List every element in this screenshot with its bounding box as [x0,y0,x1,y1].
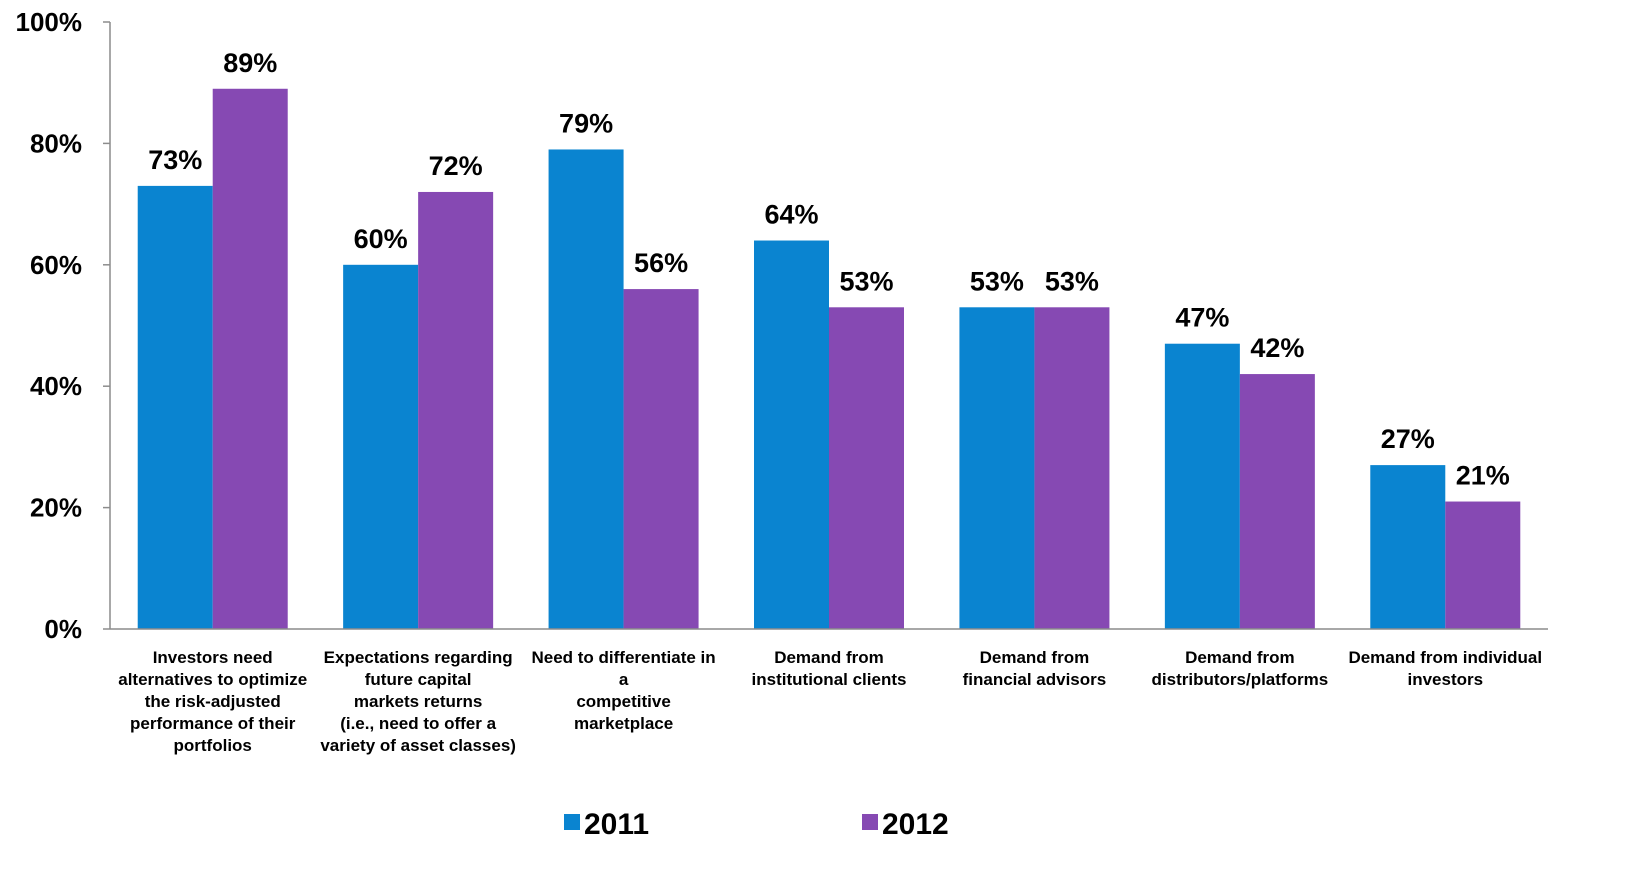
data-label-2012: 89% [223,48,277,78]
x-category-label: Investors need alternatives to optimize th… [118,648,307,755]
bar-2012 [418,191,494,629]
data-label-2011: 79% [559,108,613,138]
x-category-label: Demand from institutional clients [752,648,907,689]
x-category-label: Demand from individual investors [1348,648,1542,689]
legend-label-2011: 2011 [584,808,649,841]
bar-group [137,88,1521,629]
bar-2012 [1239,374,1315,629]
bar-2011 [754,240,829,629]
y-tick-label: 80% [30,128,82,158]
data-label-2011: 73% [148,145,202,175]
data-label-2012: 42% [1250,333,1304,363]
data-label-2011: 53% [970,266,1024,296]
data-label-2011: 64% [764,200,818,230]
data-label-2012: 72% [429,151,483,181]
x-category-label: Demand from distributors/platforms [1152,648,1329,689]
data-label-2012: 56% [634,248,688,278]
x-category-label: Demand from financial advisors [963,648,1107,689]
x-category-label: Expectations regarding future capital mark… [320,648,516,755]
y-tick-label: 100% [16,7,83,37]
bar-2012 [623,289,699,629]
legend-label-2012: 2012 [882,808,949,841]
bar-2012 [1034,307,1110,629]
bar-2011 [1164,343,1240,629]
bar-2011 [1370,465,1446,629]
y-tick-label: 60% [30,250,82,280]
bar-2012 [1445,501,1521,629]
data-labels: 73% 89% 60% 72% 79% 56% 64% 53% 53% 53% 47% 42% 27% 2… [148,48,1510,491]
x-axis-categories: Investors need alternatives to optimize th… [118,648,1542,755]
data-label-2011: 60% [354,224,408,254]
y-tick-label: 40% [30,371,82,401]
bar-2012 [829,307,904,629]
bar-2011 [959,307,1035,629]
bar-2011 [548,149,624,629]
legend: 2011 2012 [564,808,949,841]
legend-swatch-2011 [564,814,580,830]
y-tick-label: 20% [30,493,82,523]
y-axis-ticks: 0% 20% 40% 60% 80% 100% [16,7,110,644]
bar-2012 [212,88,288,629]
y-tick-label: 0% [44,614,82,644]
data-label-2012: 53% [839,266,893,296]
bar-2011 [137,185,213,629]
data-label-2011: 27% [1381,424,1435,454]
legend-swatch-2012 [862,814,878,830]
x-category-label: Need to differentiate in a competitive mark… [531,648,715,733]
data-label-2012: 53% [1045,266,1099,296]
bar-2011 [343,264,419,629]
data-label-2011: 47% [1175,303,1229,333]
data-label-2012: 21% [1456,461,1510,491]
